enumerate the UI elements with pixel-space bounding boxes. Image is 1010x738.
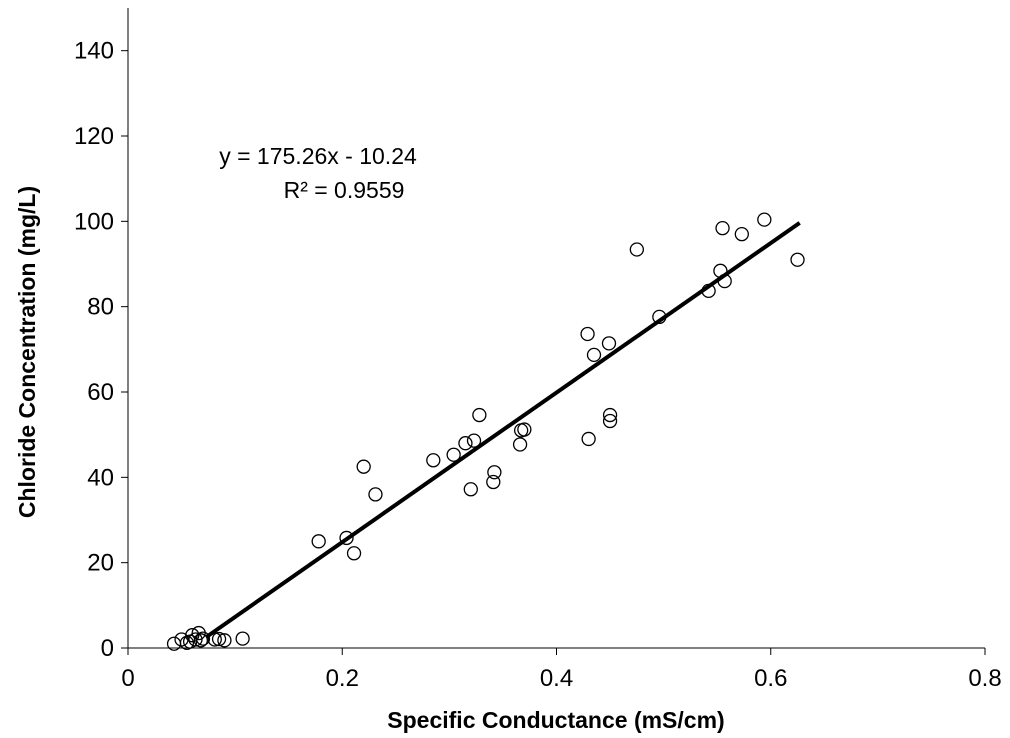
data-point xyxy=(487,465,502,480)
data-point xyxy=(458,436,473,451)
data-point xyxy=(580,326,595,342)
y-axis-title: Chloride Concentration (mg/L) xyxy=(14,186,40,518)
data-point xyxy=(602,413,618,429)
data-point xyxy=(701,283,716,299)
data-point xyxy=(193,633,208,648)
data-point xyxy=(586,347,602,363)
y-tick-label: 20 xyxy=(87,550,114,577)
x-tick-label: 0.4 xyxy=(540,665,573,692)
x-axis-ticks: 0 0.2 0.4 0.6 0.8 xyxy=(121,648,1002,692)
data-point xyxy=(463,482,478,497)
y-tick-label: 120 xyxy=(74,123,114,150)
data-point xyxy=(217,633,232,648)
data-point xyxy=(207,632,222,647)
data-point xyxy=(629,242,644,257)
x-tick-label: 0.2 xyxy=(326,665,359,692)
y-tick-label: 80 xyxy=(87,294,114,321)
y-tick-label: 140 xyxy=(74,38,114,65)
data-point xyxy=(211,631,227,647)
data-point xyxy=(311,534,326,549)
y-tick-label: 60 xyxy=(87,379,114,406)
data-point xyxy=(512,437,528,452)
data-point xyxy=(717,273,732,289)
x-tick-label: 0.6 xyxy=(754,665,787,692)
data-point xyxy=(486,474,501,490)
x-tick-label: 0 xyxy=(121,665,134,692)
data-point xyxy=(235,631,250,646)
x-axis-title: Specific Conductance (mS/cm) xyxy=(387,707,724,733)
x-tick-label: 0.8 xyxy=(968,665,1001,692)
data-point xyxy=(715,221,730,236)
data-point xyxy=(472,407,487,423)
trendline-equation: y = 175.26x - 10.24 xyxy=(219,143,417,169)
data-point xyxy=(734,226,749,242)
trendline-r-squared: R² = 0.9559 xyxy=(284,177,405,203)
data-points xyxy=(166,212,805,651)
data-point xyxy=(426,453,441,468)
data-point xyxy=(602,407,618,423)
y-tick-label: 100 xyxy=(74,208,114,235)
data-point xyxy=(757,212,772,227)
data-point xyxy=(185,628,200,643)
data-point xyxy=(466,433,482,448)
y-axis-ticks: 0 20 40 60 80 100 120 140 xyxy=(74,38,128,662)
data-point xyxy=(601,336,617,351)
data-point xyxy=(346,546,362,561)
data-point xyxy=(195,631,211,646)
data-point xyxy=(368,487,383,502)
data-point xyxy=(581,431,596,447)
data-point xyxy=(517,422,532,437)
trendline xyxy=(205,221,801,639)
data-point xyxy=(356,459,371,474)
data-point xyxy=(790,252,805,267)
data-point xyxy=(446,447,461,462)
data-point xyxy=(339,530,354,546)
axes xyxy=(127,8,985,649)
data-point xyxy=(188,632,203,647)
data-point xyxy=(652,309,667,325)
y-tick-label: 40 xyxy=(87,464,114,491)
y-tick-label: 0 xyxy=(101,635,114,662)
data-point xyxy=(713,263,728,278)
